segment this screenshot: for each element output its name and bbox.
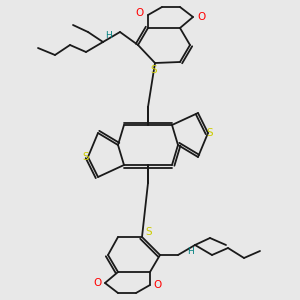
Text: S: S bbox=[207, 128, 213, 138]
Text: H: H bbox=[105, 32, 111, 40]
Text: S: S bbox=[146, 227, 152, 237]
Text: O: O bbox=[136, 8, 144, 18]
Text: S: S bbox=[151, 65, 157, 75]
Text: O: O bbox=[93, 278, 101, 288]
Text: H: H bbox=[187, 247, 194, 256]
Text: O: O bbox=[197, 12, 205, 22]
Text: O: O bbox=[154, 280, 162, 290]
Text: S: S bbox=[83, 152, 89, 162]
